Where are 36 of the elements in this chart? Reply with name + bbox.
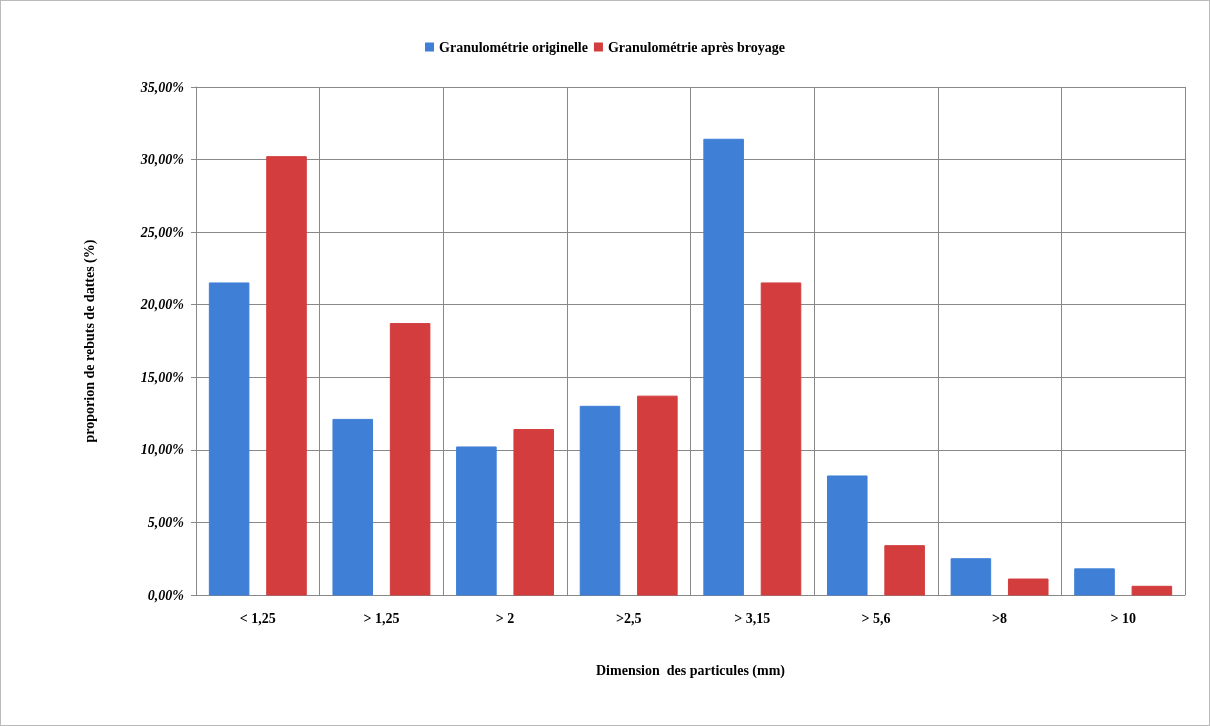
bar <box>456 446 497 596</box>
bar <box>579 405 621 596</box>
x-tick-label: > 10 <box>1110 610 1136 626</box>
bar <box>332 418 374 596</box>
y-tick-label: 35,00% <box>139 79 184 95</box>
bar <box>389 323 431 596</box>
y-tick-label: 5,00% <box>147 514 184 530</box>
y-tick-label: 15,00% <box>140 369 184 385</box>
bar <box>513 429 555 596</box>
x-tick-label: >8 <box>992 610 1008 626</box>
y-axis-title: proporion de rebuts de dattes (%) <box>81 239 98 443</box>
bar <box>1007 578 1049 596</box>
y-tick-label: 10,00% <box>140 442 184 458</box>
bar <box>950 558 992 596</box>
y-tick-label: 20,00% <box>139 297 184 313</box>
bar <box>884 545 925 596</box>
x-tick-label: >2,5 <box>615 610 642 626</box>
bar <box>208 282 250 596</box>
y-tick-label: 0,00% <box>147 587 184 603</box>
x-tick-label: < 1,25 <box>239 610 276 626</box>
x-tick-label: > 3,15 <box>734 610 771 626</box>
legend-label: Granulométrie après broyage <box>607 39 785 55</box>
y-tick-label: 25,00% <box>139 224 184 240</box>
legend-label: Granulométrie originelle <box>439 39 588 55</box>
bar <box>266 156 307 596</box>
bar <box>1074 568 1115 596</box>
bar <box>760 282 802 596</box>
x-tick-label: > 2 <box>495 610 515 626</box>
x-tick-label: > 1,25 <box>363 610 400 626</box>
y-tick-label: 30,00% <box>139 152 184 168</box>
x-tick-label: > 5,6 <box>861 610 891 626</box>
bar <box>637 395 678 596</box>
bar <box>1131 585 1173 596</box>
bar <box>826 475 868 596</box>
x-axis-title: Dimension des particules (mm) <box>596 662 786 679</box>
bar <box>703 138 744 596</box>
